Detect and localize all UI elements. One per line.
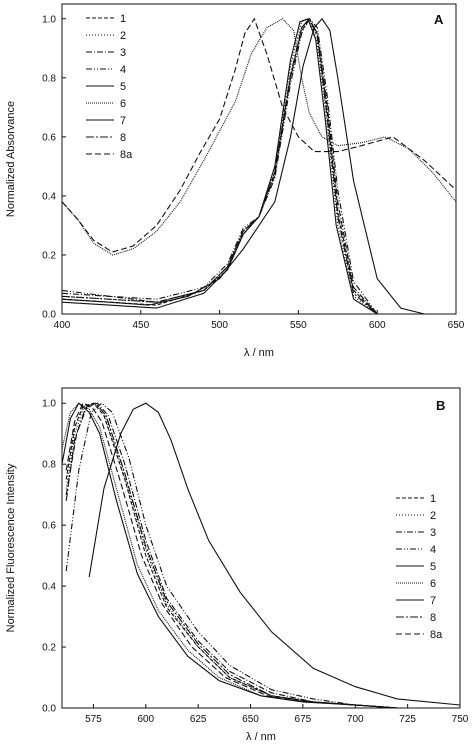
panel-a-ytick-label: 0.8 (42, 73, 56, 84)
panel-b-legend-label-6: 6 (430, 578, 436, 590)
panel-a-ytick-label: 0.2 (42, 250, 56, 261)
panel-b-series-4-line (65, 402, 460, 708)
panel-a-xtick-label: 550 (290, 320, 307, 331)
panel-b-legend-label-1: 1 (430, 493, 436, 505)
panel-a-ytick-label: 0.6 (42, 132, 56, 143)
panel-a-series-5-line (62, 17, 425, 314)
panel-b-legend-label-8a: 8a (430, 629, 443, 641)
panel-a-ylabel: Normalized Absorvance (5, 101, 17, 217)
panel-a-legend: 1 2 3 4 5 6 7 8 8a (86, 13, 133, 161)
panel-b-ytick-label: 0.8 (42, 460, 56, 471)
panel-b-ytick-label: 1.0 (42, 399, 56, 410)
panel-b-legend-label-7: 7 (430, 595, 436, 607)
panel-a-legend-label-4: 4 (120, 64, 126, 76)
panel-b: B λ / nm Normalized Fluorescence Intensi… (5, 387, 469, 743)
panel-a-ytick-label: 0.0 (42, 310, 56, 321)
panel-a-series-8a-line (62, 17, 456, 253)
panel-a-legend-label-8a: 8a (120, 149, 133, 161)
panel-b-legend-label-8: 8 (430, 612, 436, 624)
panel-b-legend-label-4: 4 (430, 544, 436, 556)
panel-a-legend-label-7: 7 (120, 115, 126, 127)
panel-b-series-7-line (62, 402, 460, 708)
panel-b-xlabel: λ / nm (246, 731, 276, 743)
panel-b-series (62, 402, 460, 708)
panel-b-legend-label-3: 3 (430, 527, 436, 539)
panel-a-legend-label-2: 2 (120, 30, 126, 42)
panel-b-xtick-label: 700 (347, 714, 364, 725)
panel-a-ytick-label: 1.0 (42, 14, 56, 25)
panel-a-legend-label-5: 5 (120, 81, 126, 93)
panel-a-xtick-label: 400 (54, 320, 71, 331)
panel-a-xtick-label: 450 (132, 320, 149, 331)
panel-a-xlabel: λ / nm (244, 347, 274, 359)
panel-a-series-6-line (62, 18, 456, 256)
panel-a-xtick-label: 600 (369, 320, 386, 331)
panel-b-series-6-line (62, 402, 460, 708)
panel-b-ytick-label: 0.0 (42, 704, 56, 715)
panel-b-ylabel: Normalized Fluorescence Intensity (5, 463, 17, 632)
panel-a-frame (61, 3, 457, 315)
panel-b-legend: 1 2 3 4 5 6 7 8 8a (396, 493, 443, 641)
panel-a-xtick-label: 500 (211, 320, 228, 331)
panel-a-series-8-line (62, 17, 378, 314)
panel-a-legend-label-6: 6 (120, 98, 126, 110)
panel-b-series-1-line (65, 402, 460, 708)
panel-a-series (62, 17, 456, 314)
panel-a-xtick-label: 650 (448, 320, 465, 331)
panel-b-series-8a-line (65, 402, 460, 708)
panel-b-xtick-label: 725 (399, 714, 416, 725)
panel-a-ytick-label: 0.4 (42, 191, 56, 202)
panel-b-ytick-label: 0.4 (42, 582, 56, 593)
panel-a-legend-label-1: 1 (120, 13, 126, 25)
panel-b-ytick-label: 0.6 (42, 521, 56, 532)
panel-b-legend-label-2: 2 (430, 510, 436, 522)
panel-b-series-5-line (88, 402, 460, 706)
panel-a-series-4-line (62, 17, 378, 314)
panel-b-ytick-label: 0.2 (42, 643, 56, 654)
panel-a-ticks: 400 450 500 550 600 650 0.0 0.2 0.4 0.6 0.8 1.0 (42, 14, 465, 331)
panel-b-xtick-label: 650 (242, 714, 259, 725)
panel-a-legend-label-3: 3 (120, 47, 126, 59)
panel-b-xtick-label: 750 (452, 714, 469, 725)
panel-b-xtick-label: 575 (85, 714, 102, 725)
panel-b-xtick-label: 625 (190, 714, 207, 725)
panel-b-xtick-label: 675 (295, 714, 312, 725)
panel-a-label: A (434, 12, 444, 27)
panel-b-ticks: 575 600 625 650 675 700 725 7500.00.20.40.60.81… (42, 399, 469, 725)
panel-a-series-3-line (62, 17, 378, 314)
panel-a: A λ / nm Normalized Absorvance 400 450 500… (5, 3, 465, 359)
panel-a-series-7-line (62, 18, 378, 314)
panel-a-legend-label-8: 8 (120, 132, 126, 144)
panel-b-legend-label-5: 5 (430, 561, 436, 573)
panel-b-xtick-label: 600 (137, 714, 154, 725)
panel-b-frame (61, 387, 461, 709)
panel-b-label: B (436, 398, 445, 413)
